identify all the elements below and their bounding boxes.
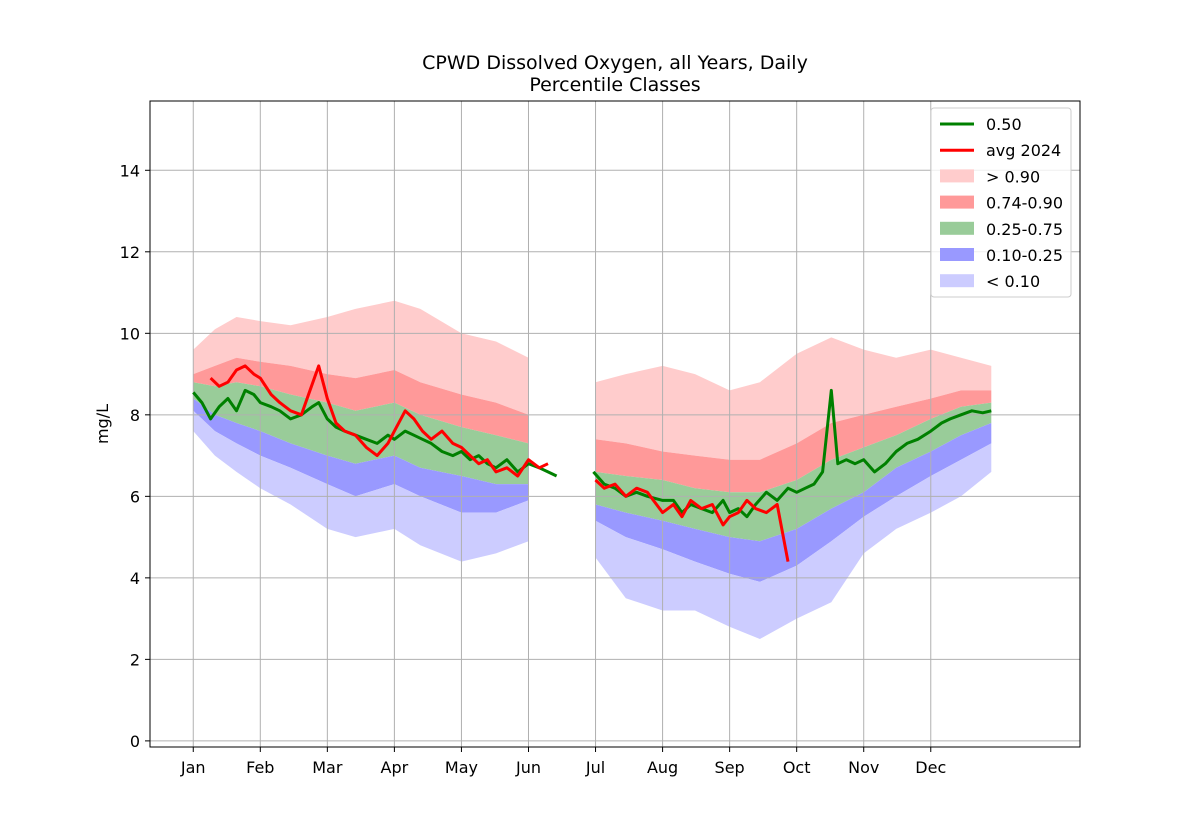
band-10-25 [595,423,992,582]
legend: 0.50 avg 2024 > 0.90 0.74-0.90 0.25-0.75 0.10… [930,107,1072,298]
x-tick-label: Feb [246,758,274,777]
x-tick-label: Oct [783,758,811,777]
x-tick-label: Nov [848,758,879,777]
x-tick-label: May [445,758,478,777]
x-tick-label: Aug [647,758,678,777]
legend-label: > 0.90 [986,167,1040,186]
legend-label: 0.74-0.90 [986,194,1063,213]
legend-label: < 0.10 [986,272,1040,291]
legend-label: 0.25-0.75 [986,220,1063,239]
legend-label: 0.50 [986,115,1022,134]
y-tick-label: 12 [120,243,140,262]
band-25-75 [193,382,529,485]
legend-swatch-band [940,195,974,209]
chart-subtitle: Percentile Classes [529,74,700,96]
band-below-10 [595,443,992,639]
x-tick-label: Mar [312,758,343,777]
y-tick-label: 2 [130,650,140,669]
series-line-avg-2024 [209,364,790,562]
legend-swatch-band [940,169,974,183]
grid-lines [150,101,1080,747]
plot-frame [149,100,1081,748]
y-tick-label: 14 [120,161,140,180]
x-tick-label: Sep [715,758,745,777]
y-tick-label: 0 [130,732,140,751]
band-above-90 [595,337,992,460]
x-tick-label: Apr [381,758,409,777]
chart-title: CPWD Dissolved Oxygen, all Years, Daily [422,52,808,74]
y-tick-label: 4 [130,569,140,588]
legend-swatch-band [940,274,974,288]
legend-label: 0.10-0.25 [986,246,1063,265]
band-10-25 [193,398,529,513]
x-tick-label: Dec [915,758,946,777]
y-tick-label: 10 [120,324,140,343]
x-tick-label: Jan [180,758,206,777]
y-axis-label: mg/L [93,404,112,444]
series-lines [192,364,992,562]
y-tick-label: 8 [130,406,140,425]
y-tick-label: 6 [130,487,140,506]
band-74-90 [595,390,992,493]
band-below-10 [193,410,529,562]
band-74-90 [193,357,529,444]
legend-swatch-band [940,248,974,261]
x-axis-ticks: Jan Feb Mar Apr May Jun Jul Aug Sep Oct Nov Dec [180,747,946,777]
x-tick-label: Jun [515,758,541,777]
legend-swatch-band [940,221,974,235]
band-above-90 [193,300,529,415]
y-axis-ticks: 0 2 4 6 8 10 12 14 [120,161,150,751]
legend-label: avg 2024 [986,141,1061,160]
x-tick-label: Jul [585,758,605,777]
